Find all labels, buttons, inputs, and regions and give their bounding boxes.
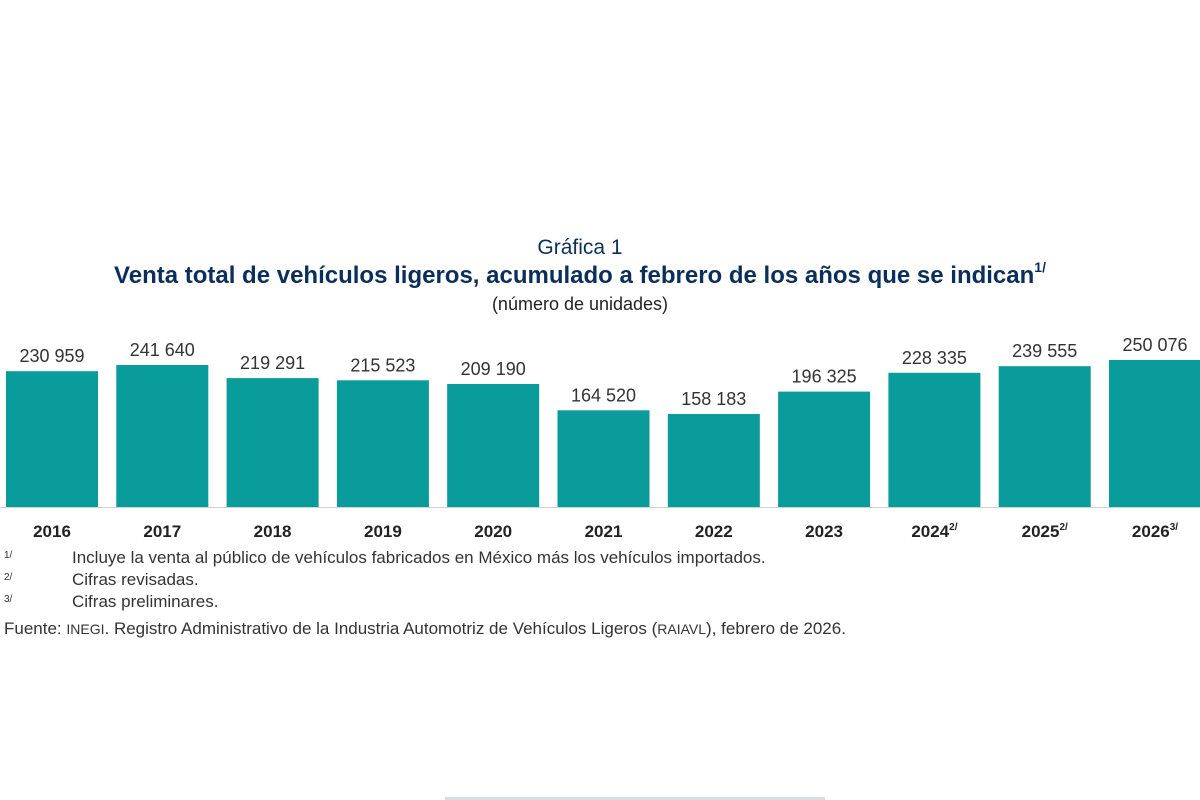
x-tick-label-2022: 2022 — [695, 522, 733, 541]
bar-2016 — [6, 371, 98, 507]
page-divider — [445, 797, 825, 800]
x-tick-note-2025: 2/ — [1059, 522, 1068, 533]
data-label-2020: 209 190 — [461, 359, 526, 379]
x-tick-label-2016: 2016 — [33, 522, 71, 541]
source-org: INEGI — [66, 621, 105, 637]
chart-title-text: Venta total de vehículos ligeros, acumul… — [114, 262, 1035, 289]
source-prefix: Fuente: — [4, 619, 67, 638]
bar-2018 — [226, 378, 319, 507]
footnote-marker: 2/ — [4, 572, 13, 583]
chart-title: Venta total de vehículos ligeros, acumul… — [0, 259, 1160, 290]
x-tick-label-2025: 20252/ — [1022, 522, 1068, 541]
footnote-marker: 3/ — [4, 594, 13, 605]
x-tick-label-2024: 20242/ — [911, 522, 957, 541]
bar-chart: 230 959 2016 241 640 2017 219 291 2018 215 523… — [0, 335, 1200, 541]
bar-2019 — [336, 380, 429, 507]
bar-2025 — [998, 366, 1091, 507]
x-tick-label-2021: 2021 — [585, 522, 623, 541]
chart-label: Gráfica 1 — [537, 236, 623, 259]
bar-2026 — [1109, 360, 1200, 507]
data-label-2018: 219 291 — [240, 353, 305, 373]
x-tick-label-2017: 2017 — [143, 522, 181, 541]
x-tick-label-2018: 2018 — [254, 522, 292, 541]
source-abbr: RAIAVL — [657, 621, 707, 637]
x-tick-note-2024: 2/ — [949, 522, 958, 533]
bar-2024 — [888, 372, 981, 507]
bar-2023 — [778, 391, 871, 507]
x-tick-label-2020: 2020 — [474, 522, 512, 541]
source-text-2: ), febrero de 2026. — [706, 619, 846, 638]
chart-subtitle: (número de unidades) — [491, 294, 669, 314]
footnote-marker: 1/ — [4, 550, 13, 561]
data-label-2022: 158 183 — [681, 389, 746, 409]
bar-series: 230 959 2016 241 640 2017 219 291 2018 215 523… — [6, 335, 1200, 541]
bar-2022 — [667, 414, 760, 507]
data-label-2024: 228 335 — [902, 348, 967, 368]
data-label-2026: 250 076 — [1122, 335, 1187, 355]
data-label-2021: 164 520 — [571, 385, 636, 405]
x-tick-label-2026: 20263/ — [1132, 522, 1178, 541]
x-tick-note-2026: 3/ — [1170, 522, 1179, 533]
data-label-2016: 230 959 — [19, 346, 84, 366]
data-label-2019: 215 523 — [350, 355, 415, 375]
data-label-2025: 239 555 — [1012, 341, 1077, 361]
footnote-text: Cifras revisadas. — [72, 570, 199, 589]
x-tick-label-2019: 2019 — [364, 522, 402, 541]
source-text-1: . Registro Administrativo de la Industri… — [104, 619, 658, 638]
bar-2017 — [116, 365, 209, 507]
x-tick-label-2023: 2023 — [805, 522, 843, 541]
footnote-text: Incluye la venta al público de vehículos… — [72, 548, 766, 567]
bar-2020 — [447, 384, 540, 507]
chart-title-note: 1/ — [1034, 259, 1046, 275]
bar-2021 — [557, 410, 650, 507]
data-label-2017: 241 640 — [130, 340, 195, 360]
source-note: Fuente: INEGI. Registro Administrativo d… — [4, 619, 846, 639]
data-label-2023: 196 325 — [792, 367, 857, 387]
footnote-text: Cifras preliminares. — [72, 592, 219, 611]
